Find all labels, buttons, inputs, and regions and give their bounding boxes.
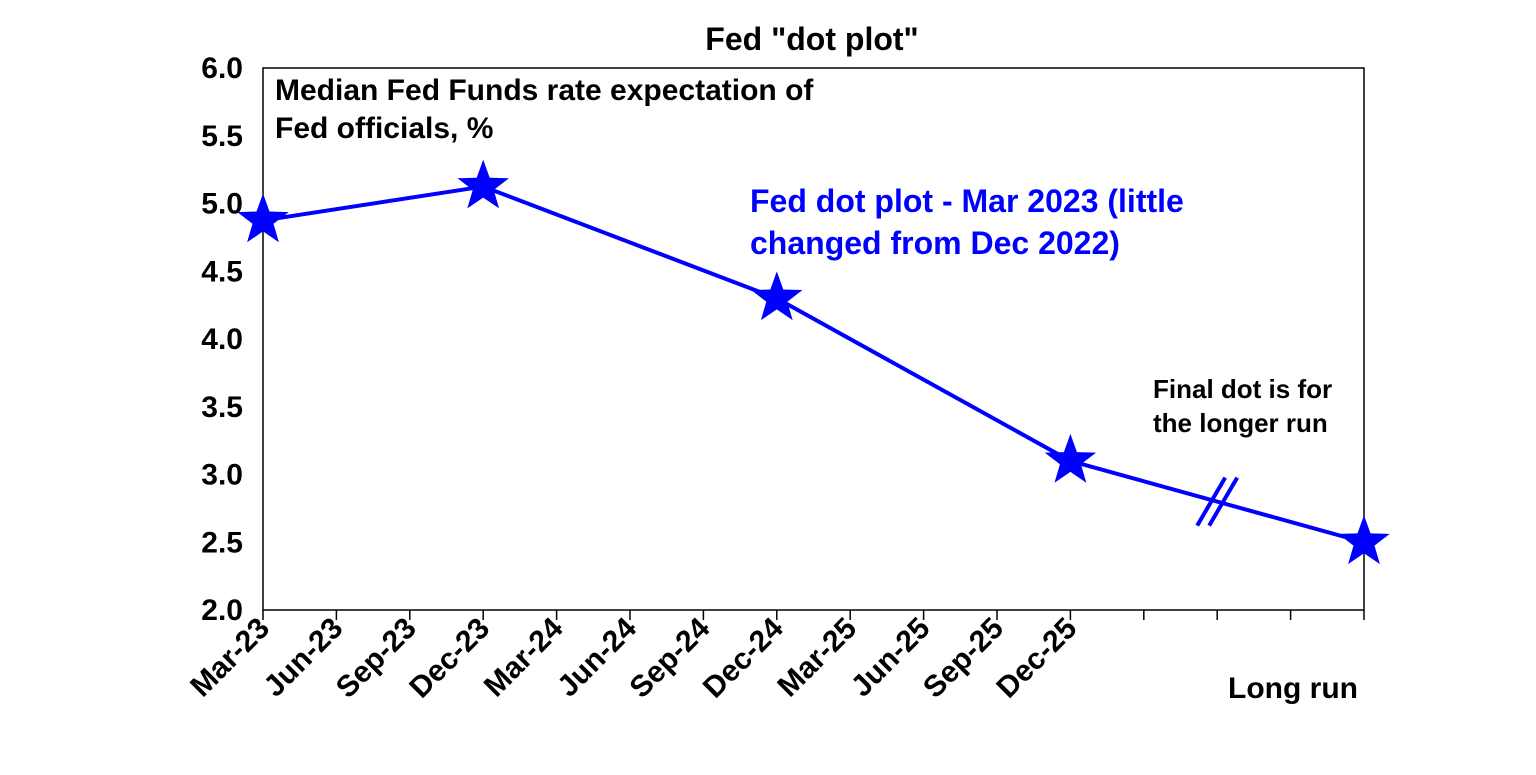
x-tick-label: Jun-25 [845,612,937,704]
y-tick-label: 3.0 [201,459,243,492]
axis-break-slash [1195,476,1227,527]
star-marker [1338,515,1390,565]
axis-break-marker [1195,476,1239,527]
y-axis-tick-labels: 2.0 2.5 3.0 3.5 4.0 4.5 5.0 5.5 6.0 [201,52,243,627]
x-tick-label: Sep-23 [330,612,423,705]
star-marker [751,271,803,321]
y-tick-label: 2.0 [201,594,243,627]
long-run-note-line1: Final dot is for [1153,374,1332,404]
x-tick-label: Jun-24 [551,611,643,703]
x-tick-label: Mar-24 [478,611,570,703]
x-tick-label: Sep-25 [917,612,1010,705]
axis-tick-marks [262,610,1365,620]
x-tick-label-long-run: Long run [1228,672,1358,705]
series-layer [237,159,1390,565]
y-tick-label: 4.0 [201,323,243,356]
x-tick-label: Jun-23 [258,612,350,704]
star-marker [457,159,509,209]
y-tick-label: 2.5 [201,526,243,559]
y-tick-label: 6.0 [201,52,243,85]
axis-note-line2: Fed officials, % [275,112,493,145]
axis-note-line1: Median Fed Funds rate expectation of [275,74,814,107]
x-tick-label: Mar-25 [771,612,863,704]
y-tick-label: 5.5 [201,120,243,153]
x-tick-label: Sep-24 [623,611,716,704]
x-tick-label: Dec-24 [697,611,790,704]
y-tick-label: 4.5 [201,255,243,288]
star-marker [237,193,289,243]
y-tick-label: 5.0 [201,188,243,221]
x-tick-label: Dec-25 [990,612,1083,705]
axis-break-slash [1207,476,1239,527]
long-run-note-line2: the longer run [1153,408,1328,438]
x-tick-label: Dec-23 [403,612,496,705]
y-tick-label: 3.5 [201,391,243,424]
plot-area-frame [262,67,1365,611]
series-note-line1: Fed dot plot - Mar 2023 (little [750,183,1184,219]
star-marker [1044,433,1097,483]
series-note-line2: changed from Dec 2022) [750,225,1120,261]
x-axis-tick-labels: Mar-23Jun-23Sep-23Dec-23Mar-24Jun-24Sep-… [184,611,1358,705]
chart-title: Fed "dot plot" [705,21,918,57]
